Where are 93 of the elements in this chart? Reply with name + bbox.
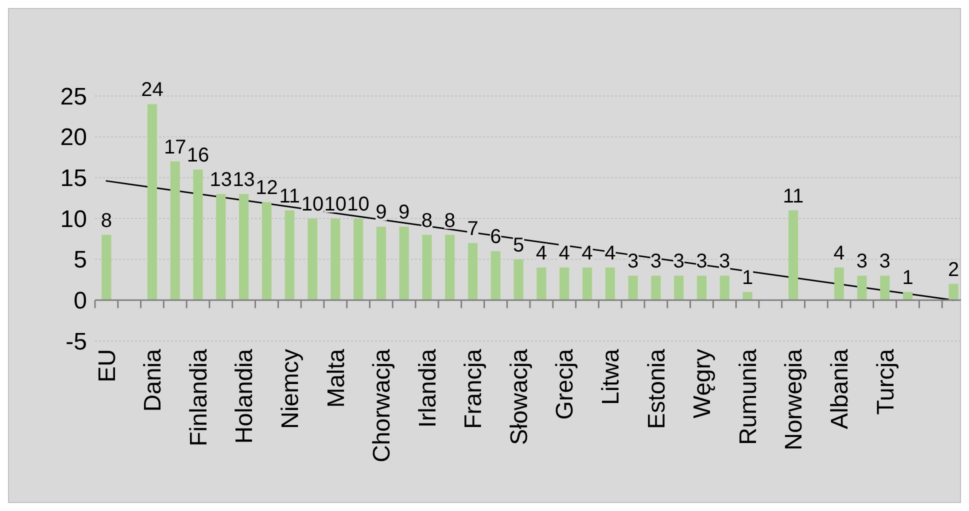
data-label: 6 <box>490 226 502 248</box>
bar <box>445 234 455 300</box>
data-label: 3 <box>650 250 662 273</box>
data-label: 10 <box>301 194 324 216</box>
data-label: 1 <box>742 267 754 289</box>
bar <box>536 268 546 300</box>
x-tick-label: Niemcy <box>277 349 304 430</box>
data-label: 4 <box>604 242 616 264</box>
bar <box>651 276 661 300</box>
bar <box>628 276 638 300</box>
bar <box>605 268 615 300</box>
data-label: 12 <box>256 177 278 200</box>
data-label: 10 <box>347 194 370 216</box>
data-label: 4 <box>834 242 845 264</box>
bar <box>399 226 409 300</box>
data-label: 24 <box>141 79 164 102</box>
x-tick-label: Węgry <box>689 349 716 418</box>
bar <box>422 234 432 300</box>
data-label: 4 <box>558 242 570 264</box>
data-label: 9 <box>398 202 410 224</box>
bar <box>147 104 158 300</box>
bar <box>834 268 844 300</box>
y-tick-label: 20 <box>60 124 87 152</box>
y-tick-label: 5 <box>74 246 87 274</box>
data-label: 1 <box>902 267 914 289</box>
bar <box>170 161 180 300</box>
data-label: 13 <box>210 169 232 191</box>
data-label: 8 <box>100 210 112 232</box>
y-tick-label: 0 <box>74 288 87 315</box>
data-label: 11 <box>782 185 804 208</box>
bar <box>948 284 958 300</box>
bar <box>102 234 112 300</box>
bar <box>902 292 913 300</box>
bar <box>788 210 798 300</box>
bar <box>308 218 318 300</box>
x-tick-label: Litwa <box>598 348 625 406</box>
bar <box>742 292 752 300</box>
data-label: 7 <box>467 218 478 240</box>
x-tick-label: Turcja <box>872 348 900 415</box>
data-label: 8 <box>421 210 433 232</box>
x-tick-label: Grecja <box>552 348 579 420</box>
data-label: 3 <box>696 250 708 273</box>
x-tick-label: Słowacja <box>506 348 533 446</box>
bar <box>560 268 570 300</box>
bar <box>330 218 340 300</box>
bar <box>239 194 249 300</box>
data-label: 3 <box>879 250 890 273</box>
x-tick-label: Rumunia <box>734 348 762 446</box>
bar <box>216 194 226 300</box>
data-label: 13 <box>232 169 255 191</box>
x-tick-label: EU <box>94 349 121 382</box>
bar <box>376 226 386 300</box>
bar <box>582 268 592 300</box>
x-tick-label: Albania <box>826 348 854 430</box>
bar <box>880 276 890 300</box>
x-tick-label: Norwegia <box>780 348 808 450</box>
x-tick-label: Malta <box>322 348 350 408</box>
data-label: 2 <box>948 258 960 281</box>
data-label: 4 <box>582 242 593 264</box>
x-tick-label: Irlandia <box>414 348 442 428</box>
bar <box>262 202 272 300</box>
data-label: 11 <box>279 185 300 208</box>
data-label: 3 <box>627 250 639 273</box>
y-tick-label: -5 <box>66 328 87 356</box>
bar <box>514 259 524 300</box>
data-label: 5 <box>512 234 524 256</box>
data-label: 8 <box>444 210 456 232</box>
data-label: 16 <box>186 144 210 166</box>
bar <box>193 170 203 300</box>
y-tick-label: 15 <box>60 165 87 192</box>
bar <box>468 243 478 300</box>
bar <box>674 276 684 300</box>
bar <box>353 218 364 300</box>
bar <box>284 210 294 300</box>
bar <box>490 251 500 300</box>
data-label: 3 <box>673 250 684 273</box>
data-label: 3 <box>856 250 868 273</box>
data-label: 4 <box>536 242 548 264</box>
y-tick-label: 25 <box>60 83 87 110</box>
x-tick-label: Finlandia <box>185 348 212 446</box>
x-tick-label: Holandia <box>231 348 258 444</box>
data-label: 9 <box>376 202 387 224</box>
data-label: 10 <box>324 194 347 216</box>
y-tick-label: 10 <box>60 206 87 233</box>
data-label: 3 <box>719 250 730 273</box>
x-tick-label: Dania <box>140 348 167 412</box>
data-label: 17 <box>164 136 186 158</box>
x-tick-label: Francja <box>460 348 488 430</box>
x-tick-label: Chorwacja <box>368 348 396 462</box>
x-tick-label: Estonia <box>643 348 670 430</box>
bar <box>720 276 730 300</box>
bar <box>696 276 707 300</box>
bar <box>857 276 867 300</box>
